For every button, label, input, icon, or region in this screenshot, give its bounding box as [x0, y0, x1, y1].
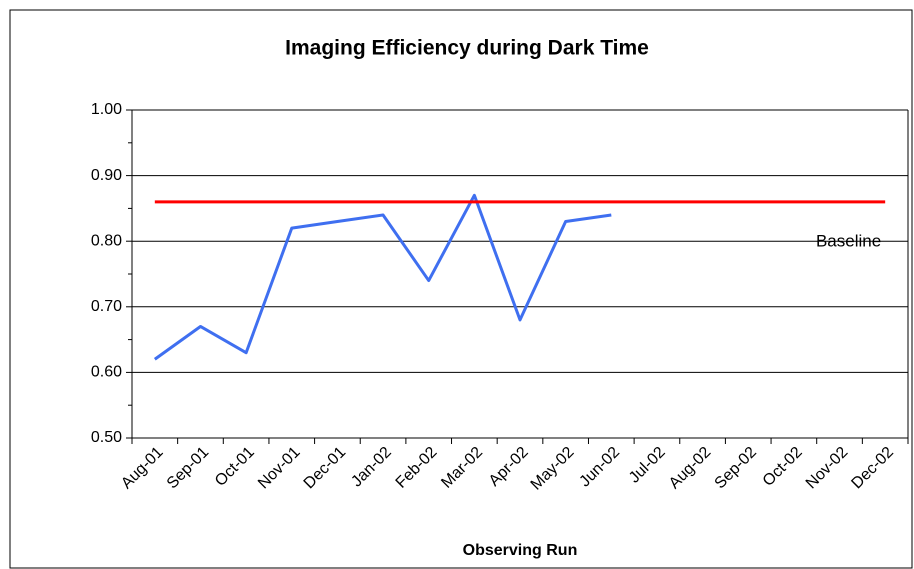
x-axis-label: Observing Run — [463, 542, 578, 559]
chart-title: Imaging Efficiency during Dark Time — [285, 37, 649, 60]
chart-frame — [9, 9, 913, 569]
y-tick-label: 0.60 — [91, 364, 122, 381]
y-tick-label: 0.90 — [91, 167, 122, 184]
y-tick-label: 1.00 — [91, 101, 122, 118]
series-line — [153, 193, 612, 361]
y-tick-label: 0.70 — [91, 298, 122, 315]
y-tick-label: 0.80 — [91, 232, 122, 249]
y-tick-label: 0.50 — [91, 429, 122, 446]
series-label: Baseline — [816, 231, 881, 250]
